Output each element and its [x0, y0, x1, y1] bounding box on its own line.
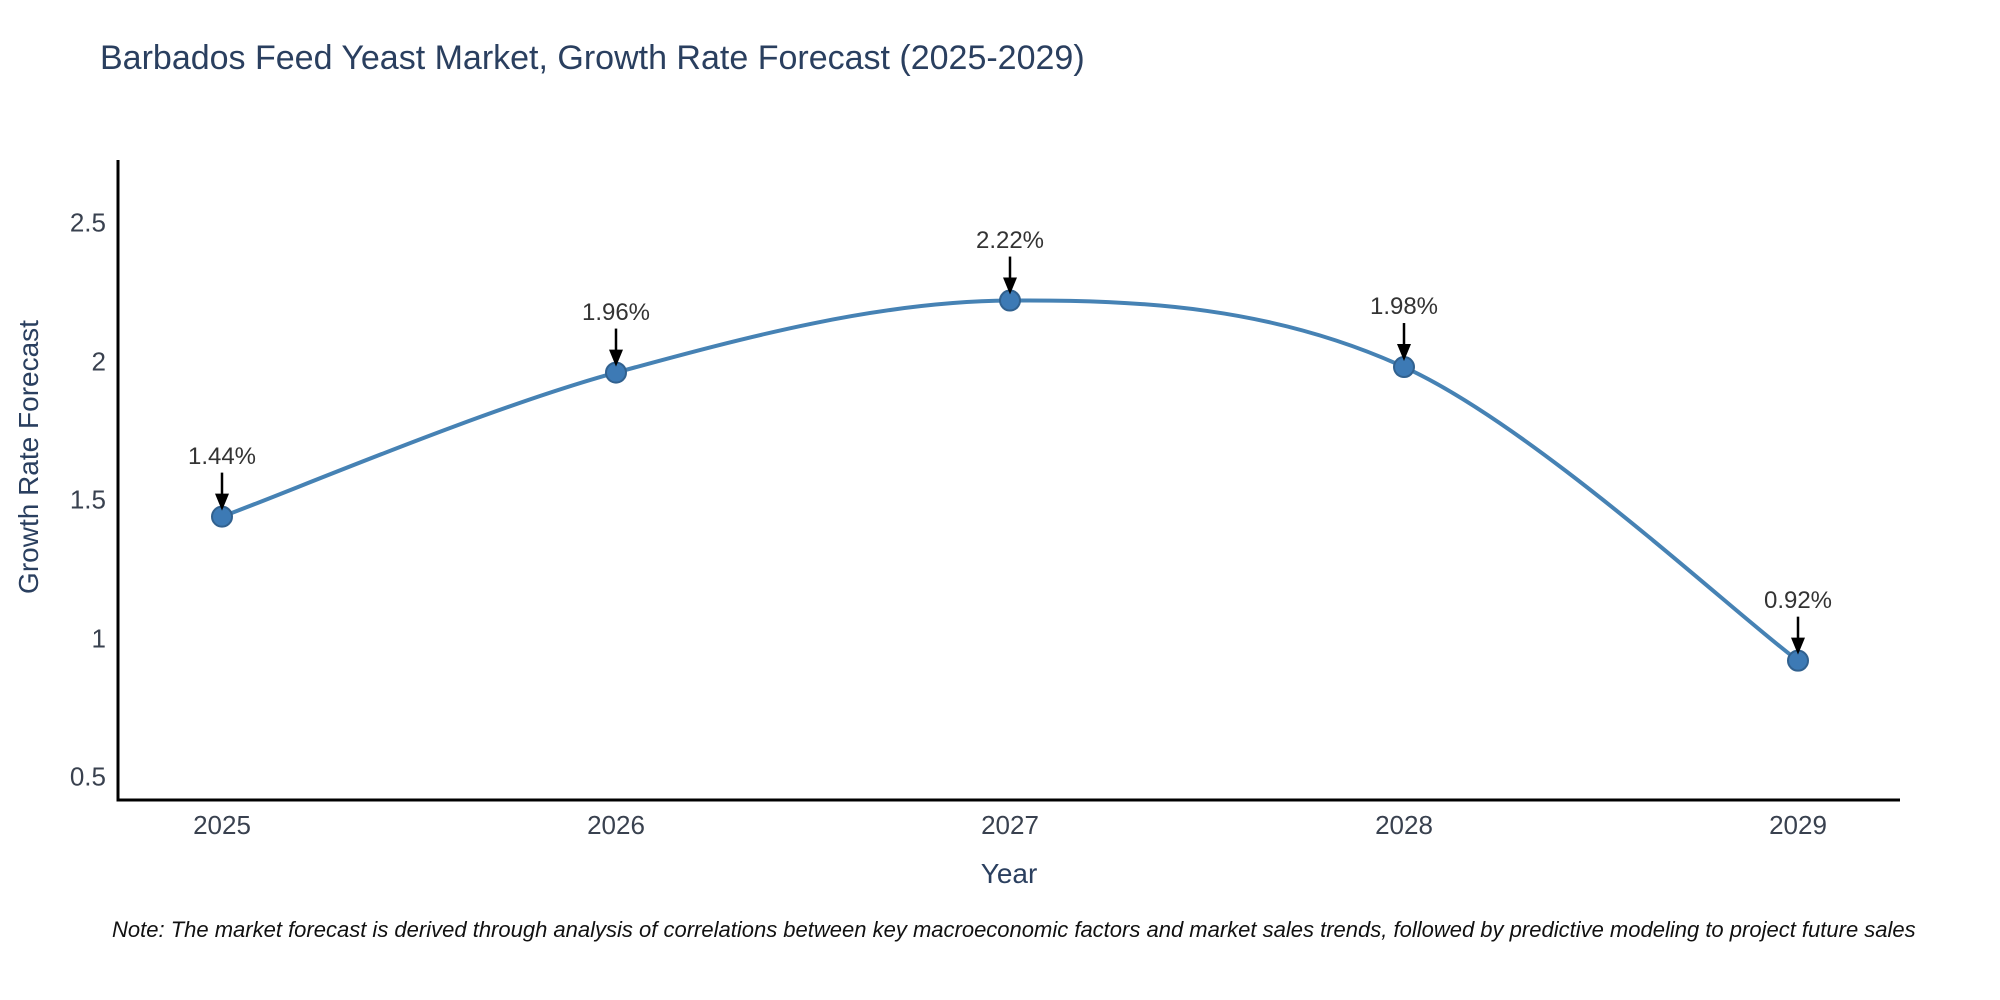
chart-title: Barbados Feed Yeast Market, Growth Rate …: [100, 39, 1085, 77]
data-point-value-label: 0.92%: [1763, 586, 1833, 614]
annotation-arrow-head: [1397, 344, 1411, 362]
x-tick-label: 2027: [981, 810, 1039, 840]
annotation-arrow-head: [609, 349, 623, 367]
y-tick-label: 1.5: [69, 484, 106, 515]
y-tick-label: 2.5: [69, 207, 106, 238]
x-tick-label: 2029: [1769, 810, 1827, 840]
data-point-value-label: 2.22%: [975, 226, 1045, 254]
footnote: Note: The market forecast is derived thr…: [112, 917, 1916, 942]
y-tick-label: 1: [91, 623, 106, 653]
x-tick-label: 2025: [193, 810, 251, 840]
x-tick-label: 2028: [1375, 810, 1433, 840]
forecast-line: [220, 298, 1800, 663]
data-point-value-label: 1.96%: [581, 298, 651, 326]
data-point-value-label: 1.98%: [1369, 293, 1439, 321]
y-tick-label: 2: [91, 346, 106, 376]
x-tick-label: 2026: [587, 810, 645, 840]
annotation-arrow-head: [1791, 637, 1805, 655]
x-axis-title: Year: [980, 858, 1038, 889]
y-tick-label: 0.5: [69, 761, 106, 792]
annotation-arrow-head: [1003, 277, 1017, 295]
y-axis-title: Growth Rate Forecast: [13, 320, 44, 594]
annotation-arrow-head: [215, 493, 229, 511]
data-point-value-label: 1.44%: [187, 442, 257, 470]
